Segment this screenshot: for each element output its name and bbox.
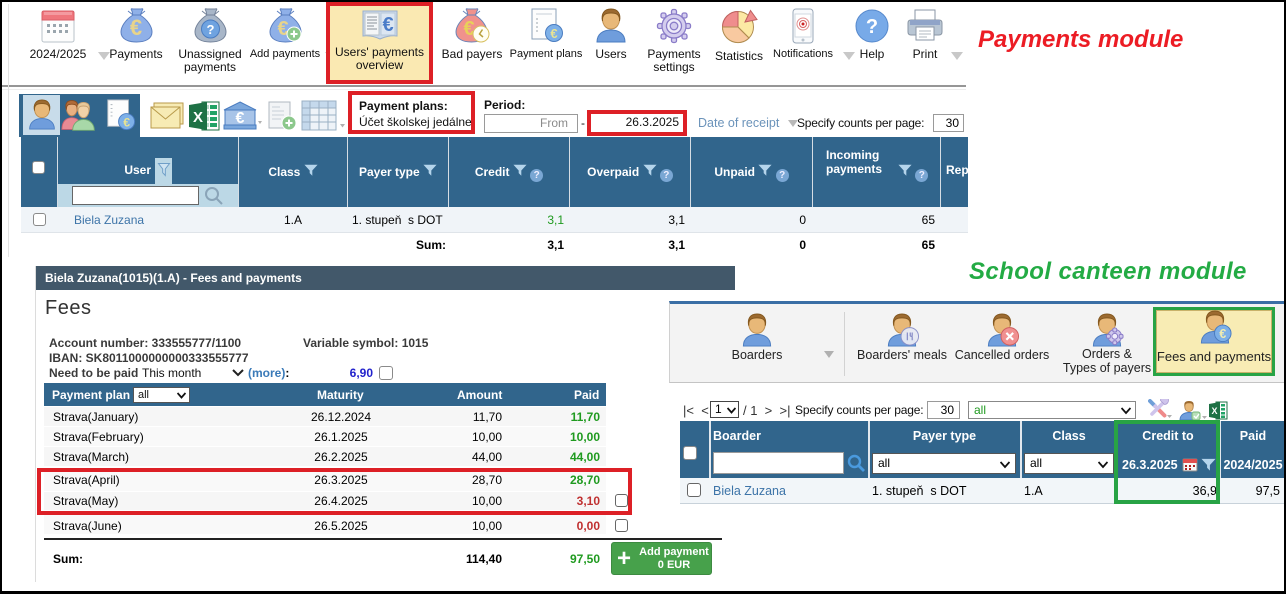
svg-text:X: X [1211, 406, 1217, 416]
svg-text:€: € [1219, 327, 1226, 341]
svg-text:€: € [277, 18, 288, 40]
svg-text:€: € [129, 15, 141, 40]
svg-text:€: € [382, 14, 393, 36]
svg-text:€: € [236, 110, 245, 127]
svg-text:X: X [193, 109, 203, 126]
svg-text:?: ? [206, 22, 214, 37]
svg-text:€: € [550, 26, 557, 41]
svg-text:€: € [463, 18, 474, 40]
svg-text:€: € [123, 115, 130, 129]
svg-text:?: ? [866, 16, 878, 38]
